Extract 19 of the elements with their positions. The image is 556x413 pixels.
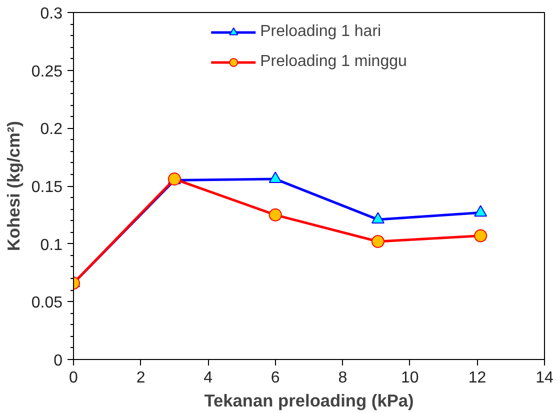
y-tick-label: 0.05: [31, 294, 63, 312]
x-axis-title: Tekanan preloading (kPa): [204, 390, 414, 410]
y-tick-label: 0.2: [40, 121, 63, 138]
x-tick-label: 4: [204, 370, 213, 386]
y-tick-label: 0.25: [31, 63, 63, 80]
y-tick-label: 0: [54, 352, 63, 370]
y-tick-label: 0.1: [40, 236, 63, 254]
x-tick-label: 2: [136, 370, 146, 386]
y-tick-label: 0.3: [40, 6, 63, 22]
y-axis-title: Kohesi (kg/cm²): [3, 121, 24, 251]
x-tick-label: 14: [536, 370, 554, 386]
x-tick-label: 8: [338, 370, 348, 386]
legend-label: Preloading 1 hari: [260, 23, 382, 41]
x-tick-label: 10: [401, 370, 419, 386]
y-tick-label: 0.15: [31, 179, 63, 196]
x-tick-label: 0: [69, 370, 78, 386]
x-tick-label: 12: [468, 370, 486, 386]
x-tick-label: 6: [270, 370, 280, 386]
legend-label: Preloading 1 minggu: [260, 53, 407, 71]
